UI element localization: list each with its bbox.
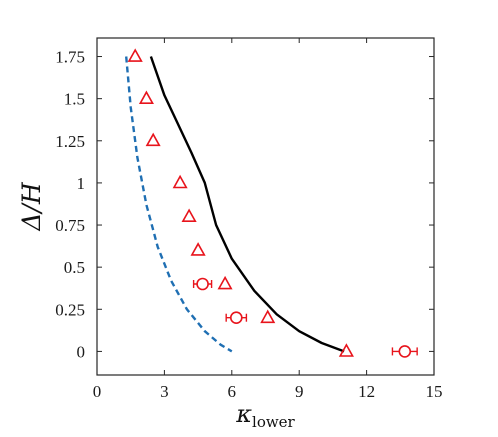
triangle-point [145,132,161,147]
dashed-curve [125,56,233,353]
y-tick-label: 1 [77,174,86,193]
circle-point [229,311,243,325]
triangle-point [127,48,143,62]
y-tick-label: 1.5 [64,90,85,109]
y-tick-label: 1.75 [55,48,85,67]
ticks: 0 3 6 9 12 15 0 0.25 0.5 0.75 1 1.25 1.5 1.75 [55,38,443,401]
x-axis-label-subscript: lower [252,413,296,431]
triangle-point [172,174,188,189]
plot-frame-box [96,37,435,376]
x-axis-label-symbol: κ [235,400,252,428]
y-axis-label: Δ/H [17,181,46,231]
triangle-point [338,343,354,357]
x-tick-label: 0 [93,382,102,401]
y-tick-label: 0 [77,342,86,361]
x-tick-label: 6 [228,382,237,401]
y-tick-label: 0.25 [55,300,85,319]
x-axis-label: κlower [235,400,295,431]
solid-curve [149,56,345,353]
x-tick-label: 15 [426,382,443,401]
series-layer [125,48,418,358]
y-tick-label: 0.5 [64,258,85,277]
triangle-point [138,90,154,104]
axis-labels: κlower Δ/H [17,181,296,431]
y-tick-label: 0.75 [55,216,85,235]
triangle-point [181,208,197,222]
y-tick-label: 1.25 [55,132,85,151]
x-tick-label: 12 [358,382,375,401]
circle-point [398,345,412,358]
triangle-point [217,275,233,290]
triangle-point [190,242,206,256]
x-tick-label: 3 [160,382,169,401]
x-tick-label: 9 [295,382,304,401]
triangle-point [260,309,276,324]
circle-point [196,277,209,291]
plot-frame [96,37,435,376]
